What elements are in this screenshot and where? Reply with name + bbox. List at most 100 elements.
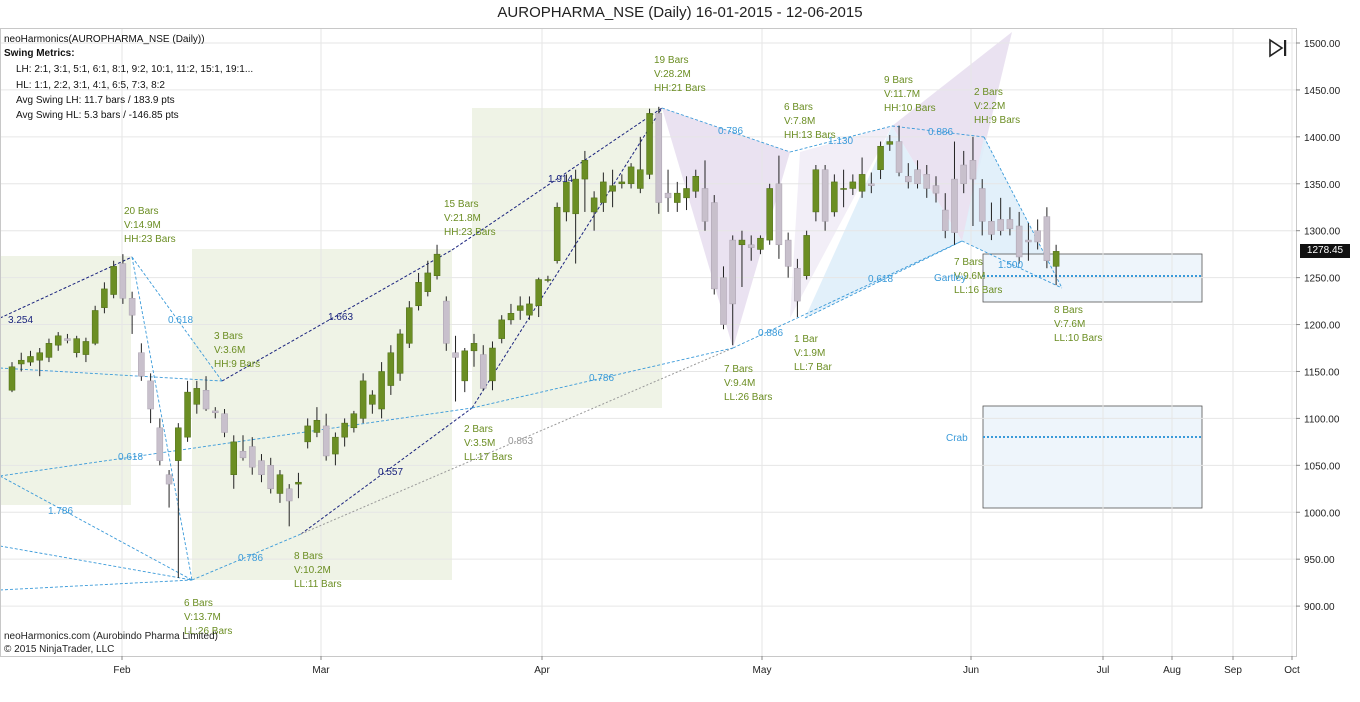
candle-body [1006, 219, 1014, 230]
candle-body [8, 366, 16, 391]
swing-label: 15 Bars [444, 199, 478, 210]
swing-label: 9 Bars [884, 75, 913, 86]
candle-body [156, 427, 164, 461]
candle-body [507, 313, 515, 321]
swing-label: LL:26 Bars [724, 392, 772, 403]
skip-to-end-icon[interactable] [1266, 38, 1290, 58]
x-tick-label: Apr [534, 665, 550, 676]
candle-body [646, 113, 653, 175]
candle-body [849, 181, 857, 189]
candle-body [498, 319, 505, 339]
candle-body [119, 263, 127, 299]
candle-body [738, 239, 746, 246]
swing-metrics-avg-lh: Avg Swing LH: 11.7 bars / 183.9 pts [16, 95, 175, 106]
candle-body [692, 176, 700, 192]
candle-body [840, 188, 847, 190]
trend-line [0, 256, 133, 319]
y-tick-label: 900.00 [1304, 602, 1335, 613]
fib-ratio-label: 0.886 [928, 127, 953, 138]
indicator-label: neoHarmonics(AUROPHARMA_NSE (Daily)) [4, 34, 205, 45]
candle-body [581, 160, 589, 180]
fib-ratio-label: 1.500 [998, 260, 1023, 271]
crab-zone-box [982, 405, 1203, 509]
candle-body [914, 169, 921, 185]
swing-label: V:1.9M [794, 348, 825, 359]
chart-title: AUROPHARMA_NSE (Daily) 16-01-2015 - 12-0… [497, 4, 863, 21]
candle-body [618, 181, 626, 185]
candle-body [821, 169, 829, 222]
fib-line [891, 125, 985, 138]
swing-metrics-avg-hl: Avg Swing HL: 5.3 bars / -146.85 pts [16, 110, 179, 121]
swing-label: 2 Bars [464, 424, 493, 435]
candle-body [452, 352, 459, 358]
candle-body [285, 488, 293, 502]
swing-metrics-hl: HL: 1:1, 2:2, 3:1, 4:1, 6:5, 7:3, 8:2 [16, 80, 165, 91]
trend-line [451, 107, 663, 251]
candle-body [101, 288, 108, 308]
swing-label: V:9.4M [724, 378, 755, 389]
candle-body [82, 341, 90, 355]
swing-label: HH:13 Bars [784, 130, 836, 141]
fib-ratio-label: 0.618 [118, 452, 143, 463]
swing-label: HH:21 Bars [654, 83, 706, 94]
swing-label: V:21.8M [444, 213, 481, 224]
candle-body [683, 188, 690, 199]
fib-ratio-label: 1.914 [548, 174, 573, 185]
candle-body [415, 282, 422, 307]
fib-ratio-label: 1.663 [328, 312, 353, 323]
candle-body [868, 183, 875, 186]
swing-label: V:11.7M [884, 89, 920, 100]
candle-body [812, 169, 820, 213]
candle-body [443, 300, 450, 344]
swing-label: HH:23 Bars [124, 234, 176, 245]
fib-line [983, 136, 1063, 289]
footer-copyright: © 2015 NinjaTrader, LLC [4, 644, 115, 655]
last-price-tag: 1278.45 [1300, 244, 1350, 258]
swing-label: LL:26 Bars [184, 626, 232, 637]
y-tick-label: 1000.00 [1304, 508, 1341, 519]
candle-body [406, 307, 413, 344]
swing-label: V:7.8M [784, 116, 815, 127]
swing-label: 1 Bar [794, 334, 819, 345]
candle-body [304, 425, 311, 443]
candle-body [1025, 239, 1032, 243]
candle-body [341, 422, 348, 438]
candle-body [387, 352, 395, 386]
swing-label: V:13.7M [184, 612, 221, 623]
pattern-label: Crab [946, 433, 968, 444]
candle-body [895, 141, 903, 173]
trend-zone [192, 249, 452, 580]
x-tick-label: Sep [1224, 665, 1242, 676]
fib-line [0, 545, 193, 581]
candle-body [544, 279, 552, 281]
candle-body [359, 380, 367, 419]
candle-body [526, 303, 533, 316]
candle-body [64, 338, 71, 341]
candle-body [627, 166, 635, 185]
y-tick-label: 1150.00 [1304, 367, 1340, 378]
fib-ratio-label: 0.618 [868, 274, 893, 285]
y-tick-label: 1350.00 [1304, 180, 1341, 191]
candle-body [267, 465, 274, 490]
candle-body [433, 253, 441, 276]
swing-label: 8 Bars [294, 551, 323, 562]
candle-body [91, 310, 99, 344]
x-tick-label: Oct [1284, 665, 1300, 676]
swing-label: 3 Bars [214, 331, 243, 342]
candle-body [637, 169, 644, 189]
candle-body [378, 371, 385, 410]
swing-label: LL:16 Bars [954, 285, 1002, 296]
candle-body [54, 335, 62, 346]
candle-body [1043, 216, 1051, 261]
fib-line [131, 256, 223, 382]
swing-label: 6 Bars [184, 598, 213, 609]
candle-body [27, 356, 34, 363]
fib-ratio-label: 0.886 [758, 328, 783, 339]
candle-body [17, 359, 25, 365]
candle-body [248, 446, 256, 468]
candle-body [1052, 251, 1060, 267]
footer-source: neoHarmonics.com (Aurobindo Pharma Limit… [4, 631, 218, 642]
candle-body [313, 420, 321, 433]
candle-body [609, 185, 616, 192]
y-tick-label: 1300.00 [1304, 227, 1341, 238]
